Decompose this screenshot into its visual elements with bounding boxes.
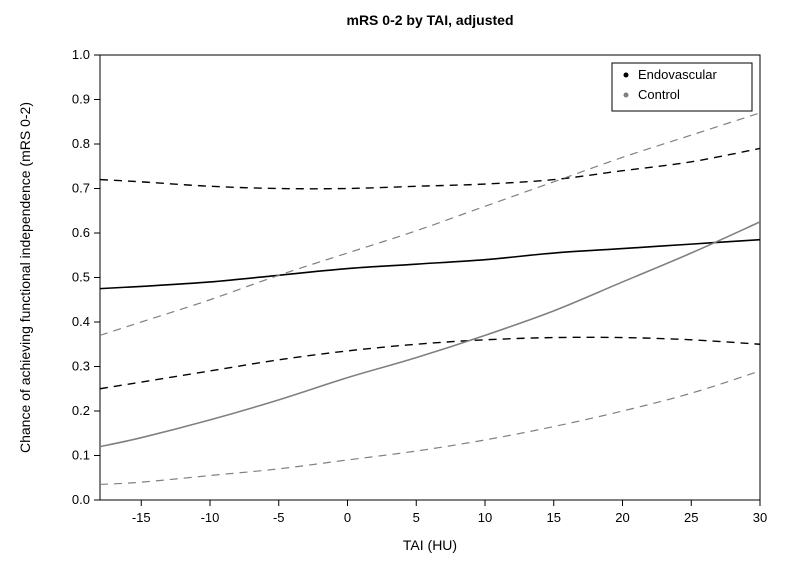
x-tick-label: 30 [753,510,767,525]
x-tick-label: 5 [413,510,420,525]
y-tick-label: 0.2 [72,403,90,418]
y-tick-label: 0.5 [72,270,90,285]
legend: Endovascular Control [612,63,752,111]
legend-marker [624,73,629,78]
legend-label: Control [638,87,680,102]
x-tick-label: 10 [478,510,492,525]
x-tick-label: 25 [684,510,698,525]
y-tick-label: 0.0 [72,492,90,507]
y-tick-label: 0.7 [72,181,90,196]
x-tick-label: -10 [201,510,220,525]
y-tick-label: 0.8 [72,136,90,151]
x-tick-label: -5 [273,510,285,525]
y-axis-title: Chance of achieving functional independe… [17,102,33,453]
y-tick-label: 0.6 [72,225,90,240]
legend-label: Endovascular [638,67,717,82]
y-tick-label: 1.0 [72,47,90,62]
chart-title: mRS 0-2 by TAI, adjusted [347,12,514,28]
y-tick-label: 0.9 [72,92,90,107]
chart-canvas: mRS 0-2 by TAI, adjusted -15 -10 -5 0 5 10 15 20… [0,0,800,582]
y-tick-label: 0.3 [72,359,90,374]
x-tick-label: 20 [615,510,629,525]
y-tick-label: 0.4 [72,314,90,329]
y-tick-label: 0.1 [72,448,90,463]
legend-marker [624,93,629,98]
x-tick-label: 15 [547,510,561,525]
x-axis-title: TAI (HU) [403,537,457,553]
x-tick-label: 0 [344,510,351,525]
x-tick-label: -15 [132,510,151,525]
